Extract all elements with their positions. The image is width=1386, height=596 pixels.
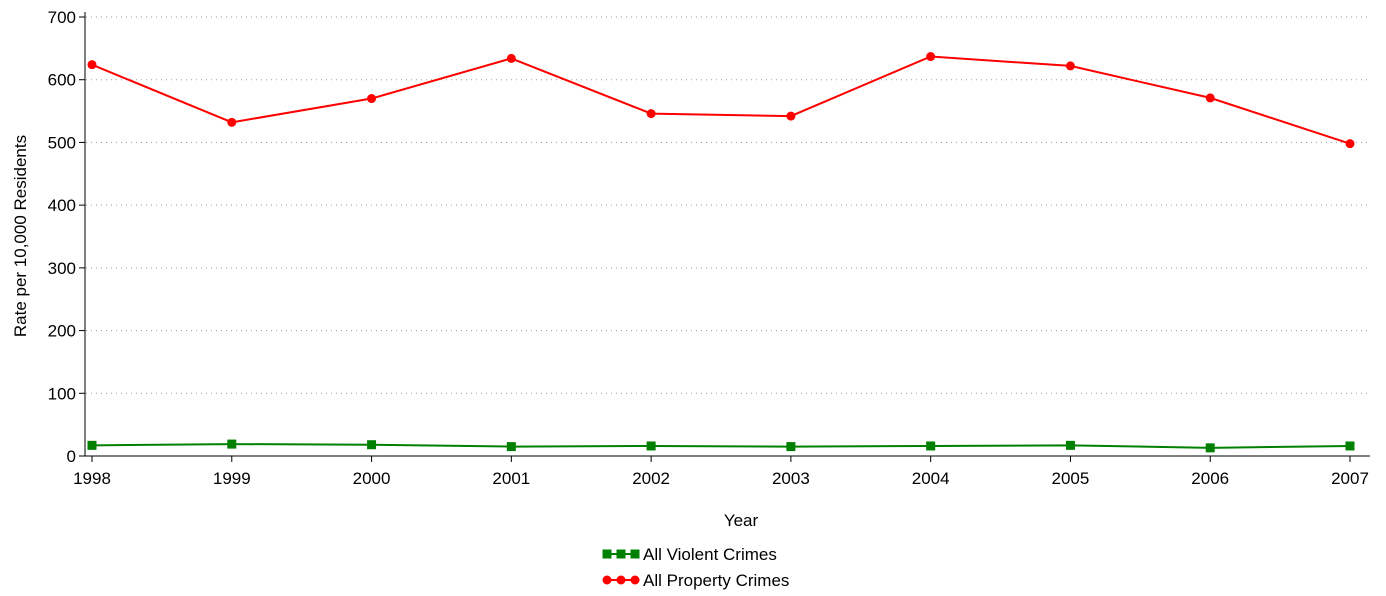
x-tick-label: 1998	[73, 469, 111, 488]
legend-marker	[630, 549, 640, 559]
data-point	[87, 60, 97, 70]
y-axis-ticks: 0 100 200 300 400 500 600 700	[48, 8, 85, 466]
x-tick-label: 1999	[213, 469, 251, 488]
data-point	[1065, 61, 1075, 71]
legend-marker	[630, 575, 640, 585]
x-axis-ticks: 1998 1999 2000 2001 2002 2003 2004 2005 2006 2007	[73, 456, 1369, 488]
y-tick-label: 300	[48, 259, 76, 278]
series-0	[87, 439, 1355, 453]
x-tick-label: 2006	[1191, 469, 1229, 488]
data-point	[646, 441, 656, 451]
x-tick-label: 2001	[492, 469, 530, 488]
y-axis-label: Rate per 10,000 Residents	[11, 135, 30, 337]
data-point	[227, 439, 237, 449]
data-point	[926, 52, 936, 62]
x-axis-label: Year	[724, 511, 759, 530]
legend-label: All Property Crimes	[643, 571, 789, 590]
legend-item: All Violent Crimes	[602, 545, 777, 564]
legend-marker	[602, 549, 612, 559]
data-point	[87, 440, 97, 450]
data-point	[227, 117, 237, 127]
data-point	[367, 440, 377, 450]
data-point	[786, 111, 796, 121]
legend-item: All Property Crimes	[602, 571, 789, 590]
y-tick-label: 0	[67, 447, 76, 466]
x-tick-label: 2007	[1331, 469, 1369, 488]
x-tick-label: 2002	[632, 469, 670, 488]
series-line	[91, 443, 1351, 449]
y-tick-label: 600	[48, 71, 76, 90]
y-tick-label: 700	[48, 8, 76, 27]
legend-marker	[616, 549, 626, 559]
legend-label: All Violent Crimes	[643, 545, 777, 564]
series-line	[91, 55, 1351, 145]
legend-marker	[616, 575, 626, 585]
series-1	[87, 52, 1355, 149]
data-point	[926, 441, 936, 451]
data-point	[506, 53, 516, 63]
y-tick-label: 400	[48, 196, 76, 215]
x-tick-label: 2004	[912, 469, 950, 488]
data-point	[367, 94, 377, 104]
data-point	[786, 442, 796, 452]
data-point	[1205, 443, 1215, 453]
data-point	[1345, 139, 1355, 149]
y-tick-label: 200	[48, 322, 76, 341]
y-tick-label: 500	[48, 133, 76, 152]
series-group	[87, 52, 1355, 453]
legend: All Violent Crimes All Property Crimes	[602, 545, 789, 590]
gridlines	[86, 16, 1370, 394]
x-tick-label: 2003	[772, 469, 810, 488]
data-point	[506, 442, 516, 452]
legend-marker	[602, 575, 612, 585]
x-tick-label: 2000	[353, 469, 391, 488]
data-point	[1345, 441, 1355, 451]
data-point	[1205, 93, 1215, 103]
data-point	[1065, 440, 1075, 450]
x-tick-label: 2005	[1052, 469, 1090, 488]
y-tick-label: 100	[48, 384, 76, 403]
data-point	[646, 109, 656, 119]
